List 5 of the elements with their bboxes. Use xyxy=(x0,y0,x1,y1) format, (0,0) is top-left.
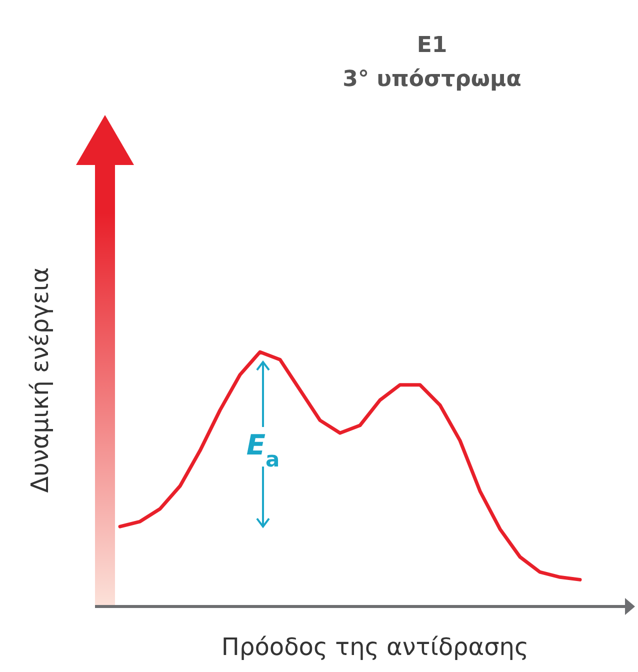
chart-subtitle: 3° υπόστρωμα xyxy=(342,67,522,92)
x-axis-title: Πρόοδος της αντίδρασης xyxy=(221,633,529,661)
annotation: E$_{a}$ xyxy=(246,428,280,472)
chart-title: E1 xyxy=(416,33,448,58)
y-axis-title: Δυναμική ενέργεια xyxy=(26,267,54,493)
